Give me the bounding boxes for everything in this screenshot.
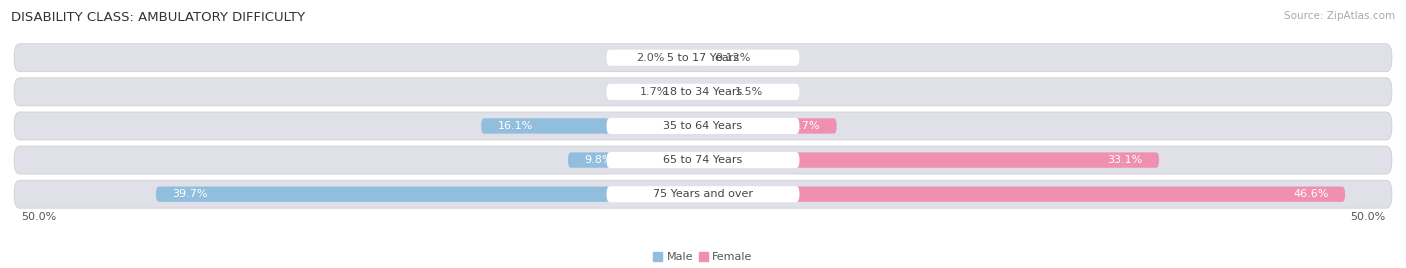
FancyBboxPatch shape [703, 187, 1346, 202]
FancyBboxPatch shape [675, 50, 703, 65]
FancyBboxPatch shape [606, 152, 800, 168]
Legend: Male, Female: Male, Female [650, 248, 756, 267]
Text: 46.6%: 46.6% [1294, 189, 1329, 199]
Text: 50.0%: 50.0% [1350, 212, 1385, 222]
Text: 0.12%: 0.12% [716, 53, 751, 63]
Text: 1.5%: 1.5% [735, 87, 763, 97]
FancyBboxPatch shape [14, 180, 1392, 208]
FancyBboxPatch shape [679, 84, 703, 99]
FancyBboxPatch shape [606, 186, 800, 202]
Text: 2.0%: 2.0% [636, 53, 665, 63]
Text: 18 to 34 Years: 18 to 34 Years [664, 87, 742, 97]
Text: 65 to 74 Years: 65 to 74 Years [664, 155, 742, 165]
Text: 39.7%: 39.7% [173, 189, 208, 199]
Text: Source: ZipAtlas.com: Source: ZipAtlas.com [1284, 11, 1395, 21]
Text: 9.7%: 9.7% [792, 121, 820, 131]
FancyBboxPatch shape [568, 152, 703, 168]
FancyBboxPatch shape [156, 187, 703, 202]
FancyBboxPatch shape [14, 44, 1392, 72]
FancyBboxPatch shape [606, 118, 800, 134]
FancyBboxPatch shape [606, 50, 800, 66]
FancyBboxPatch shape [606, 84, 800, 100]
Text: 35 to 64 Years: 35 to 64 Years [664, 121, 742, 131]
Text: 33.1%: 33.1% [1108, 155, 1143, 165]
FancyBboxPatch shape [14, 78, 1392, 106]
Text: 9.8%: 9.8% [585, 155, 613, 165]
Text: 16.1%: 16.1% [498, 121, 533, 131]
FancyBboxPatch shape [703, 152, 1159, 168]
FancyBboxPatch shape [703, 118, 837, 134]
FancyBboxPatch shape [702, 50, 706, 65]
Text: 75 Years and over: 75 Years and over [652, 189, 754, 199]
FancyBboxPatch shape [481, 118, 703, 134]
Text: DISABILITY CLASS: AMBULATORY DIFFICULTY: DISABILITY CLASS: AMBULATORY DIFFICULTY [11, 11, 305, 24]
FancyBboxPatch shape [14, 112, 1392, 140]
Text: 5 to 17 Years: 5 to 17 Years [666, 53, 740, 63]
Text: 50.0%: 50.0% [21, 212, 56, 222]
Text: 1.7%: 1.7% [640, 87, 669, 97]
FancyBboxPatch shape [703, 84, 724, 99]
FancyBboxPatch shape [14, 146, 1392, 174]
